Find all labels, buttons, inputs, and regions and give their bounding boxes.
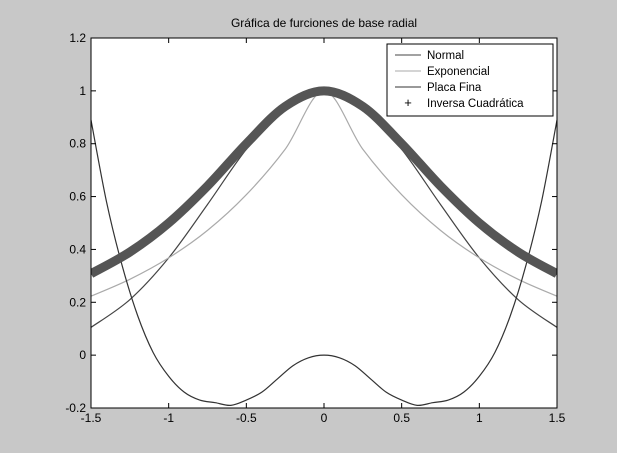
series-line-placa-fina (91, 119, 557, 407)
legend-label-normal: Normal (427, 50, 464, 62)
legend-box (386, 43, 554, 117)
chart-title: Gráfica de furciones de base radial (231, 16, 417, 30)
y-tick-label: 1.2 (69, 31, 86, 45)
x-tick-label: 0.5 (393, 411, 410, 425)
legend-label-exponencial: Exponencial (427, 66, 490, 78)
legend-label-inversa-cuadratica: Inversa Cuadrática (427, 98, 524, 110)
x-tick-label: -1.5 (81, 411, 102, 425)
x-tick-label: -0.5 (236, 411, 257, 425)
legend-label-placa-fina: Placa Fina (427, 82, 482, 94)
curves-group (91, 86, 557, 407)
legend-marker-plus-icon: + (404, 95, 412, 110)
y-tick-label: 0.8 (69, 137, 86, 151)
x-tick-label: 0 (321, 411, 328, 425)
y-tick-label: 1 (79, 84, 86, 98)
y-tick-label: 0.2 (69, 295, 86, 309)
ticks-group: -1.5 -1 -0.5 0 0.5 1 1.5 -0.2 0 0.2 0.4 0.6 0.8 1 1.2 (65, 31, 565, 425)
series-line-inversa-cuadratica (91, 86, 557, 278)
y-tick-label: 0.6 (69, 190, 86, 204)
legend: Normal Exponencial Placa Fina + Inversa … (386, 43, 554, 117)
y-tick-label: 0 (79, 348, 86, 362)
y-tick-label: 0.4 (69, 242, 86, 256)
x-tick-label: -1 (163, 411, 174, 425)
y-tick-label: -0.2 (65, 401, 86, 415)
x-tick-label: 1.5 (549, 411, 566, 425)
x-tick-label: 1 (476, 411, 483, 425)
